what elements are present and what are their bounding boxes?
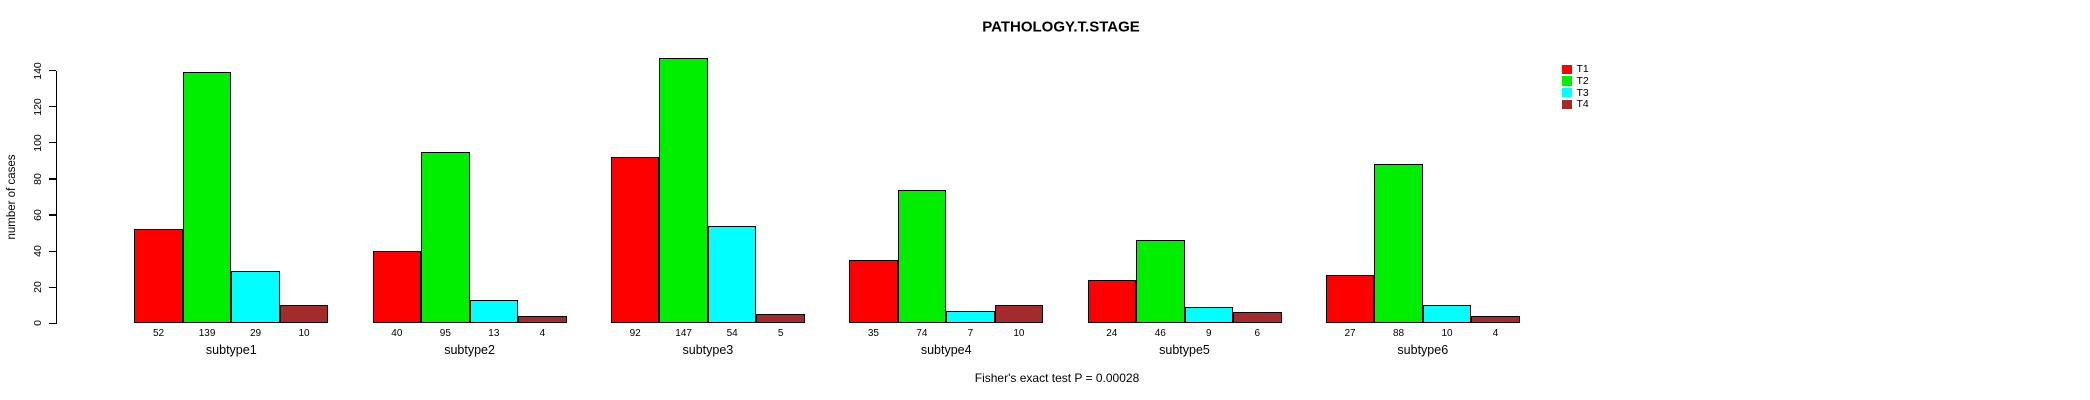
bar-t1-subtype4 [849,260,898,324]
bar-value-label: 52 [152,328,165,339]
y-axis-tick [49,178,56,180]
bar-value-label: 7 [967,328,974,339]
bar-t4-subtype4 [994,305,1044,324]
y-axis-tick-label: 100 [32,134,44,152]
bar-value-label: 46 [1154,328,1166,339]
legend-swatch-t4 [1562,99,1572,110]
bar-t1-subtype3 [610,157,660,324]
bar-value-label: 10 [1441,328,1453,339]
bar-t2-subtype1 [182,72,232,324]
bar-t3-subtype3 [707,225,757,324]
bar-t2-subtype6 [1374,164,1423,324]
bar-t4-subtype5 [1233,312,1282,324]
y-axis-tick-label: 120 [32,97,44,116]
y-axis-tick [49,250,56,252]
bar-t2-subtype4 [897,189,947,324]
y-axis-tick [49,322,56,324]
y-axis-tick [49,70,56,72]
bar-value-label: 10 [298,328,310,339]
bar-value-label: 147 [675,328,692,339]
bar-value-label: 139 [198,328,216,339]
bar-t3-subtype1 [231,270,280,324]
category-label-subtype4: subtype4 [920,343,972,357]
bar-t3-subtype6 [1422,305,1472,324]
y-axis-tick-label: 140 [32,61,44,80]
bar-t3-subtype4 [946,310,995,324]
bar-value-label: 92 [629,328,641,339]
category-label-subtype5: subtype5 [1159,343,1210,357]
y-axis-tick-label: 40 [32,245,44,257]
bar-value-label: 4 [1492,328,1499,339]
y-axis-tick-label: 60 [32,209,44,221]
category-label-subtype3: subtype3 [682,343,734,357]
bar-value-label: 4 [539,328,546,339]
bar-t2-subtype3 [659,57,708,324]
y-axis-tick-label: 0 [32,320,44,327]
bar-t2-subtype5 [1136,240,1185,324]
bar-value-label: 10 [1013,328,1025,339]
y-axis-tick [49,286,56,288]
bar-value-label: 6 [1254,328,1261,339]
legend-swatch-t1 [1562,64,1572,75]
category-label-subtype1: subtype1 [205,343,257,357]
y-axis-tick [49,142,56,144]
bar-t1-subtype2 [372,251,422,324]
legend-label-t2: T2 [1576,75,1589,87]
fisher-test-caption: Fisher's exact test P = 0.00028 [974,371,1140,385]
bar-t3-subtype5 [1184,307,1233,324]
y-axis-tick-label: 20 [32,281,44,294]
bar-value-label: 13 [488,328,500,339]
bar-value-label: 29 [249,328,262,339]
legend-swatch-t3 [1562,87,1572,98]
bar-value-label: 88 [1392,328,1405,339]
bar-value-label: 40 [391,328,403,339]
bar-value-label: 54 [726,328,738,339]
category-label-subtype6: subtype6 [1397,343,1449,357]
chart-title: PATHOLOGY.T.STAGE [982,18,1140,36]
legend-label-t1: T1 [1576,63,1589,76]
bar-t3-subtype2 [469,299,519,324]
bar-t1-subtype1 [134,229,183,324]
bar-t1-subtype6 [1325,274,1375,324]
y-axis-tick-label: 80 [32,173,44,185]
bar-value-label: 5 [777,328,784,339]
bar-t2-subtype2 [421,151,470,324]
bar-value-label: 9 [1205,328,1212,339]
legend-label-t4: T4 [1576,98,1589,111]
y-axis-tick [49,106,56,108]
bar-t4-subtype3 [756,314,805,324]
y-axis-label: number of cases [6,154,18,240]
bar-t4-subtype1 [279,305,329,324]
bar-value-label: 95 [439,328,451,339]
legend-swatch-t2 [1562,76,1572,86]
bar-value-label: 27 [1344,328,1356,339]
legend-label-t3: T3 [1576,86,1589,99]
bar-value-label: 35 [867,328,879,339]
y-axis-line [55,70,57,325]
bar-t1-subtype5 [1087,279,1136,324]
bar-t4-subtype6 [1471,316,1520,324]
bar-t4-subtype2 [518,316,567,324]
category-label-subtype2: subtype2 [444,343,495,357]
bar-value-label: 74 [916,328,928,339]
bar-value-label: 24 [1106,328,1118,339]
y-axis-tick [49,214,56,216]
